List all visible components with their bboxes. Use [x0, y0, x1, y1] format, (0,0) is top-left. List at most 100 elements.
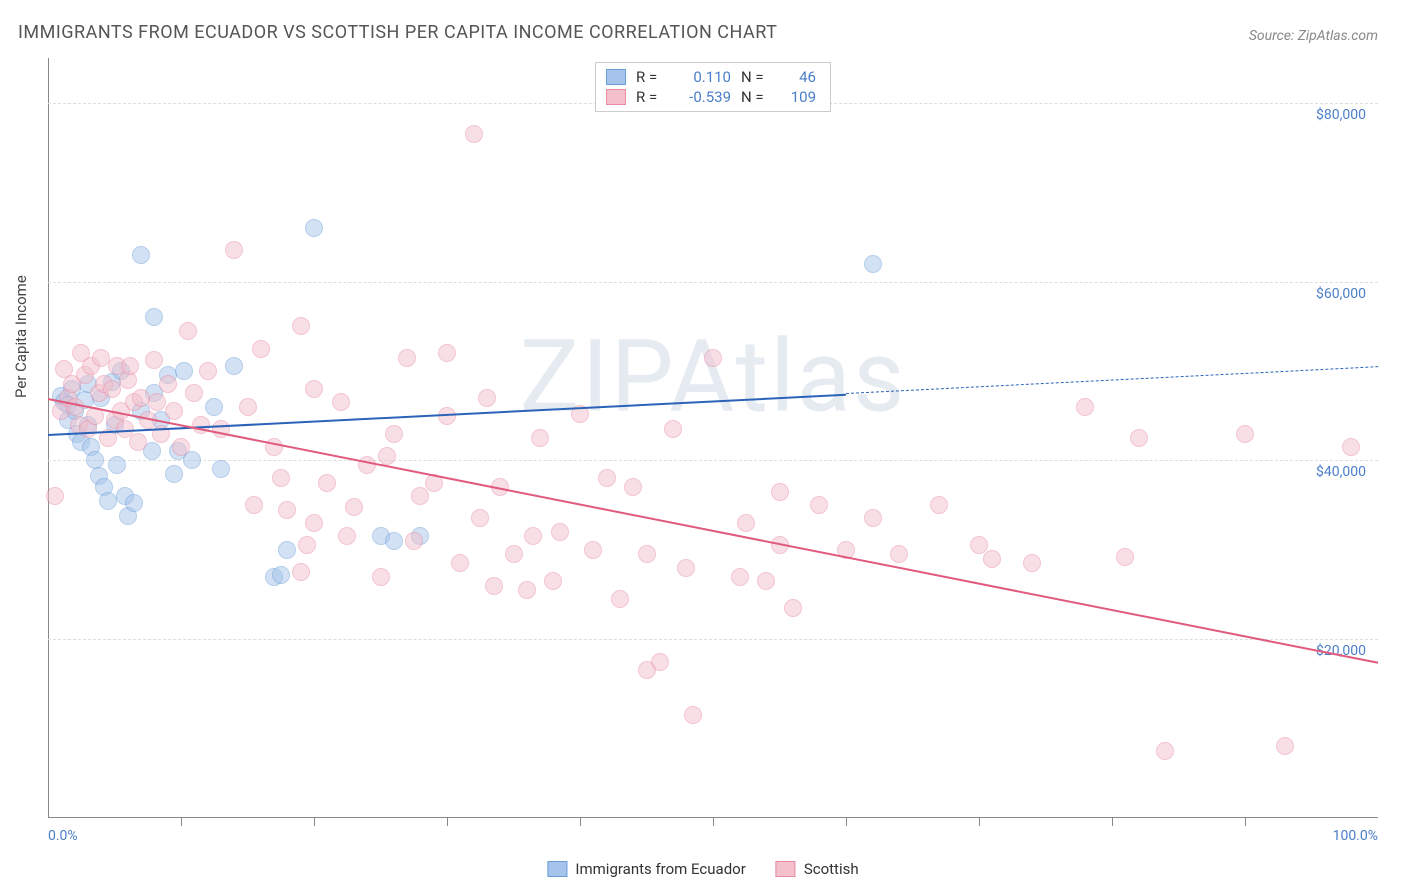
data-point	[212, 460, 230, 478]
data-point	[584, 541, 602, 559]
data-point	[1276, 737, 1294, 755]
legend-n-label: N =	[741, 88, 771, 106]
chart-plot-area: Per Capita Income ZIPAtlas R =0.110N =46…	[48, 58, 1378, 818]
legend-r-value: -0.539	[676, 88, 731, 106]
data-point	[172, 438, 190, 456]
legend-n-value: 46	[781, 68, 816, 86]
data-point	[505, 545, 523, 563]
data-point	[245, 496, 263, 514]
data-point	[185, 384, 203, 402]
x-tick	[580, 818, 581, 826]
x-tick	[979, 818, 980, 826]
data-point	[345, 498, 363, 516]
data-point	[398, 349, 416, 367]
legend-n-label: N =	[741, 68, 771, 86]
data-point	[225, 357, 243, 375]
data-point	[298, 536, 316, 554]
data-point	[485, 577, 503, 595]
data-point	[518, 581, 536, 599]
data-point	[611, 590, 629, 608]
data-point	[239, 398, 257, 416]
data-point	[598, 469, 616, 487]
legend-r-label: R =	[636, 88, 666, 106]
data-point	[179, 322, 197, 340]
data-point	[864, 255, 882, 273]
data-point	[551, 523, 569, 541]
data-point	[1156, 742, 1174, 760]
data-point	[305, 514, 323, 532]
data-point	[385, 532, 403, 550]
data-point	[930, 496, 948, 514]
data-point	[1236, 425, 1254, 443]
data-point	[704, 349, 722, 367]
y-tick-label: $40,000	[1316, 464, 1366, 480]
legend-swatch	[547, 861, 567, 877]
gridline	[48, 639, 1378, 640]
chart-title: IMMIGRANTS FROM ECUADOR VS SCOTTISH PER …	[18, 22, 777, 43]
data-point	[465, 125, 483, 143]
data-point	[159, 375, 177, 393]
data-point	[771, 483, 789, 501]
data-point	[292, 563, 310, 581]
data-point	[478, 389, 496, 407]
data-point	[272, 566, 290, 584]
legend-swatch	[776, 861, 796, 877]
data-point	[1116, 548, 1134, 566]
data-point	[165, 402, 183, 420]
data-point	[471, 509, 489, 527]
data-point	[165, 465, 183, 483]
y-axis-title: Per Capita Income	[12, 275, 30, 398]
x-end-label: 100.0%	[1333, 828, 1378, 844]
legend-n-value: 109	[781, 88, 816, 106]
data-point	[305, 219, 323, 237]
x-tick	[713, 818, 714, 826]
series-legend: Immigrants from EcuadorScottish	[547, 860, 858, 878]
data-point	[292, 317, 310, 335]
y-tick-label: $60,000	[1316, 286, 1366, 302]
data-point	[810, 496, 828, 514]
data-point	[731, 568, 749, 586]
data-point	[638, 545, 656, 563]
data-point	[684, 706, 702, 724]
data-point	[199, 362, 217, 380]
series-legend-item: Immigrants from Ecuador	[547, 860, 745, 878]
data-point	[332, 393, 350, 411]
trend-line	[48, 398, 1378, 664]
legend-row: R = -0.539 N = 109	[606, 87, 816, 107]
data-point	[411, 487, 429, 505]
data-point	[145, 308, 163, 326]
data-point	[372, 568, 390, 586]
data-point	[145, 351, 163, 369]
data-point	[132, 246, 150, 264]
data-point	[205, 398, 223, 416]
x-tick	[314, 818, 315, 826]
source-label: Source: ZipAtlas.com	[1249, 28, 1378, 44]
data-point	[864, 509, 882, 527]
series-legend-label: Immigrants from Ecuador	[575, 860, 745, 878]
data-point	[651, 653, 669, 671]
data-point	[983, 550, 1001, 568]
data-point	[225, 241, 243, 259]
data-point	[103, 380, 121, 398]
data-point	[86, 451, 104, 469]
x-tick	[447, 818, 448, 826]
data-point	[305, 380, 323, 398]
legend-r-value: 0.110	[676, 68, 731, 86]
data-point	[784, 599, 802, 617]
data-point	[624, 478, 642, 496]
data-point	[278, 541, 296, 559]
y-axis	[48, 58, 49, 818]
x-start-label: 0.0%	[48, 828, 78, 844]
data-point	[278, 501, 296, 519]
trend-line	[846, 366, 1378, 394]
data-point	[378, 447, 396, 465]
data-point	[544, 572, 562, 590]
data-point	[664, 420, 682, 438]
x-tick	[846, 818, 847, 826]
data-point	[1130, 429, 1148, 447]
legend-swatch	[606, 69, 626, 85]
correlation-legend: R = 0.110 N = 46R = -0.539 N = 109	[595, 62, 831, 112]
data-point	[524, 527, 542, 545]
data-point	[1076, 398, 1094, 416]
data-point	[252, 340, 270, 358]
